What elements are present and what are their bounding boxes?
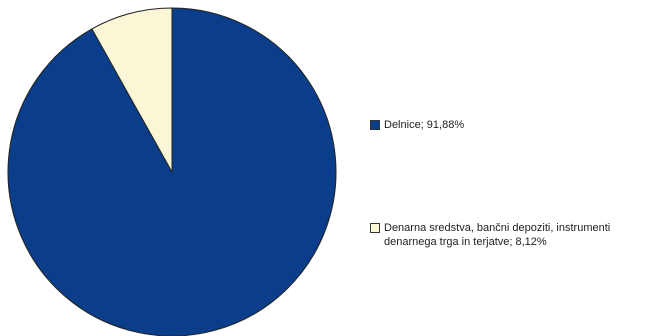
legend-swatch-delnice [370, 120, 380, 130]
legend-item-delnice: Delnice; 91,88% [370, 118, 650, 132]
legend-label-denarna-sredstva: Denarna sredstva, bančni depoziti, instr… [384, 222, 611, 248]
legend-swatch-denarna-sredstva [370, 223, 380, 233]
legend-label-delnice: Delnice; 91,88% [384, 119, 465, 131]
pie-slice-denarna-sredstva [91, 7, 173, 174]
legend-item-denarna-sredstva: Denarna sredstva, bančni depoziti, instr… [370, 221, 653, 249]
